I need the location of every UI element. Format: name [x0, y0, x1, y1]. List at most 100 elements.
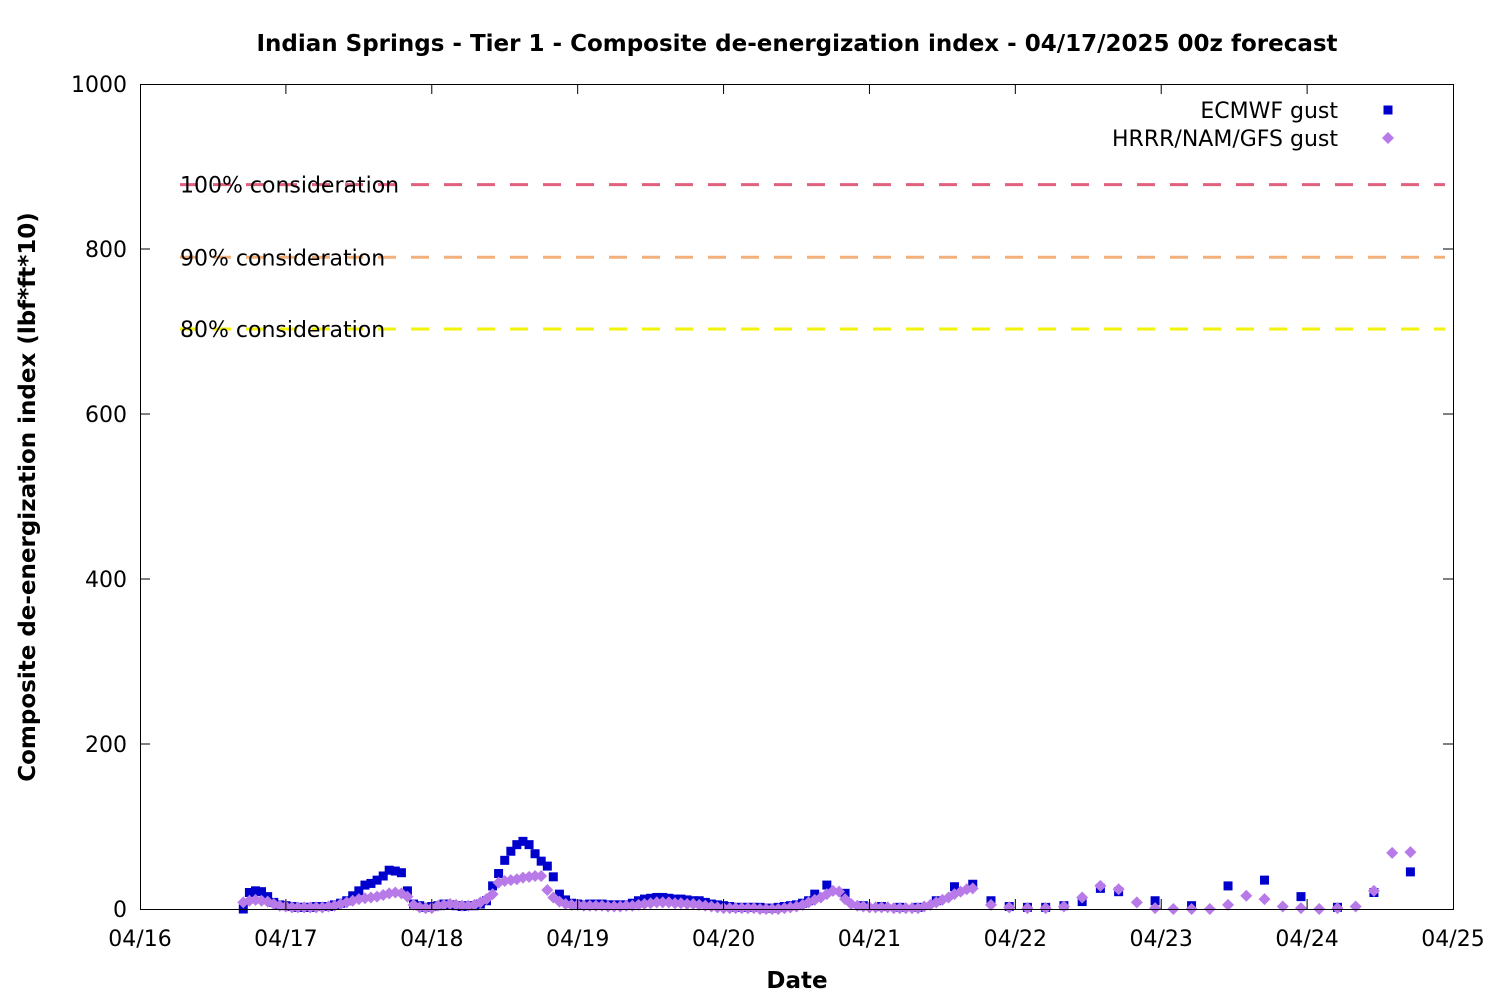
data-point — [542, 861, 552, 871]
data-point — [1076, 891, 1089, 904]
data-point — [681, 898, 694, 911]
x-axis: 04/16 04/17 04/18 04/19 04/20 04/21 04/22 04/23… — [108, 84, 1485, 952]
data-point — [366, 878, 376, 888]
y-tick-label: 800 — [85, 238, 127, 263]
data-point — [984, 898, 997, 911]
data-point — [1223, 881, 1233, 891]
data-point — [1003, 901, 1016, 914]
data-point — [419, 902, 432, 915]
data-point — [1260, 875, 1270, 885]
data-point — [535, 870, 548, 882]
plot-frame — [140, 84, 1454, 910]
data-point — [456, 899, 469, 912]
data-point — [354, 886, 364, 896]
x-tick-label: 04/23 — [1130, 927, 1193, 952]
data-point — [1386, 846, 1399, 859]
data-point — [966, 882, 979, 895]
data-point — [529, 870, 542, 882]
y-tick-label: 1000 — [71, 73, 127, 98]
data-point — [620, 899, 633, 912]
data-point — [875, 901, 888, 914]
series-layer — [237, 836, 1417, 915]
data-point — [506, 846, 516, 856]
data-point — [244, 888, 254, 897]
data-point — [512, 840, 522, 850]
data-point — [735, 902, 748, 915]
x-tick-label: 04/22 — [984, 927, 1047, 952]
data-point — [1367, 884, 1380, 897]
data-point — [372, 875, 382, 885]
data-point — [822, 880, 832, 890]
data-point — [500, 855, 510, 865]
x-tick-label: 04/19 — [546, 927, 609, 952]
data-point — [360, 880, 370, 890]
data-point — [565, 898, 578, 911]
y-tick-label: 400 — [85, 568, 127, 593]
legend-label: HRRR/NAM/GFS gust — [1112, 127, 1338, 152]
y-tick-label: 200 — [85, 733, 127, 758]
data-point — [291, 901, 304, 914]
series-2 — [237, 846, 1417, 915]
data-point — [949, 882, 959, 892]
data-point — [548, 872, 558, 882]
data-point — [1039, 902, 1052, 915]
data-point — [1112, 883, 1125, 896]
data-point — [541, 884, 554, 897]
x-tick-label: 04/24 — [1275, 927, 1338, 952]
x-tick-label: 04/25 — [1421, 927, 1484, 952]
data-point — [893, 902, 906, 915]
x-tick-label: 04/20 — [692, 927, 755, 952]
data-point — [1222, 898, 1235, 911]
data-point — [1094, 879, 1107, 892]
data-point — [1240, 889, 1253, 902]
data-point — [486, 888, 499, 901]
data-point — [401, 890, 414, 903]
y-axis-label: Composite de-energization index (lbf*ft*… — [15, 212, 41, 782]
data-point — [257, 887, 267, 897]
data-point — [1294, 902, 1307, 915]
data-point — [1021, 902, 1034, 915]
data-point — [494, 869, 504, 879]
data-point — [583, 899, 596, 912]
legend-marker — [1383, 105, 1393, 115]
data-point — [1349, 900, 1362, 913]
data-point — [833, 885, 846, 898]
data-point — [1149, 902, 1162, 915]
data-point — [589, 899, 602, 912]
legend-label: ECMWF gust — [1200, 99, 1338, 124]
data-point — [390, 866, 400, 876]
x-tick-label: 04/17 — [254, 927, 317, 952]
data-point — [554, 889, 564, 899]
x-tick-label: 04/18 — [400, 927, 463, 952]
data-point — [524, 840, 534, 850]
threshold-lines: 100% consideration 90% consideration 80% c… — [180, 174, 1445, 343]
data-point — [1150, 896, 1160, 906]
data-point — [530, 849, 540, 859]
legend: ECMWF gust HRRR/NAM/GFS gust — [1112, 99, 1394, 152]
data-point — [1404, 846, 1417, 859]
data-point — [656, 896, 669, 909]
data-point — [310, 901, 323, 914]
chart-title: Indian Springs - Tier 1 - Composite de-e… — [256, 31, 1337, 57]
data-point — [1405, 867, 1415, 877]
threshold-label: 100% consideration — [180, 174, 399, 199]
data-point — [251, 886, 261, 896]
legend-marker — [1382, 132, 1394, 144]
x-tick-label: 04/21 — [838, 927, 901, 952]
data-point — [384, 865, 394, 875]
x-axis-label: Date — [766, 968, 827, 994]
data-point — [488, 881, 498, 891]
y-tick-label: 600 — [85, 403, 127, 428]
data-point — [396, 868, 406, 878]
y-axis: 0 200 400 600 800 1000 — [71, 73, 1453, 923]
data-point — [536, 856, 546, 866]
data-point — [1331, 902, 1344, 915]
threshold-label: 90% consideration — [180, 246, 385, 271]
x-tick-label: 04/16 — [108, 927, 171, 952]
data-point — [729, 902, 742, 915]
data-point — [298, 901, 311, 914]
data-point — [1258, 893, 1271, 906]
y-tick-label: 0 — [113, 898, 127, 923]
data-point — [378, 871, 388, 881]
